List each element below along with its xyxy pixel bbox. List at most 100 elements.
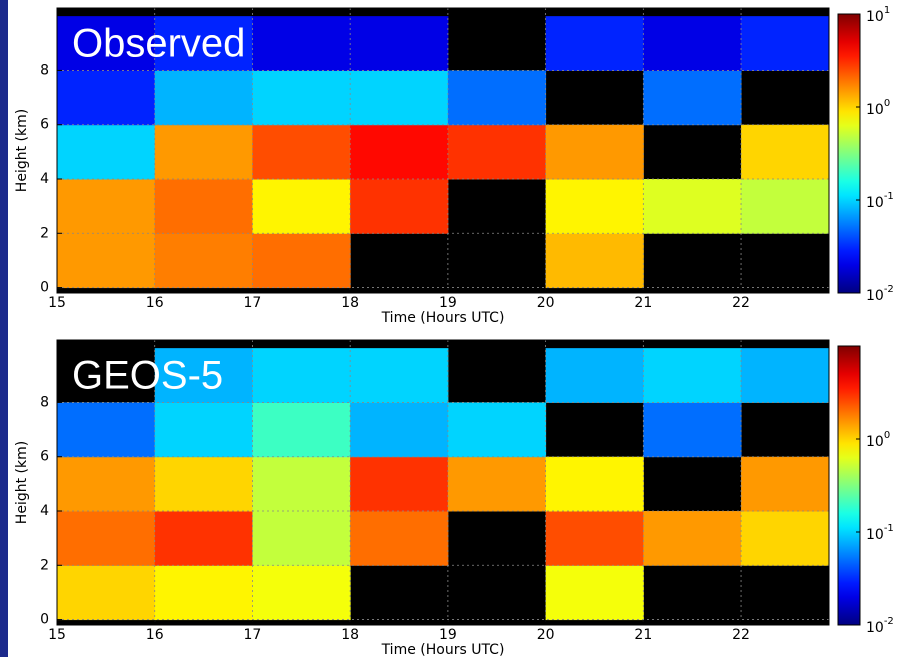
heat-cell <box>350 348 449 403</box>
x-tick-label: 17 <box>244 295 262 311</box>
heat-cell <box>154 16 253 71</box>
heat-cell <box>154 565 253 621</box>
tick-base: 10 <box>866 102 884 118</box>
y-tick-label: 4 <box>40 171 49 187</box>
y-tick-label: 2 <box>40 557 49 573</box>
plot-frame <box>56 339 830 626</box>
colorbar-tick-label: 10-2 <box>866 616 894 636</box>
colorbar-tick-label: 101 <box>866 5 890 25</box>
tick-exponent: 0 <box>884 98 890 109</box>
heat-cell <box>350 456 449 512</box>
heat-cell <box>252 456 351 512</box>
x-tick-label: 20 <box>537 295 555 311</box>
x-tick-label: 15 <box>48 627 66 643</box>
heat-cell <box>252 70 351 126</box>
colorbar-tick-label: 10-1 <box>866 523 894 543</box>
heat-cell <box>643 402 742 458</box>
x-axis-label: Time (Hours UTC) <box>381 310 505 326</box>
heat-cell <box>350 124 449 180</box>
heat-cell <box>57 16 156 71</box>
heat-cell <box>154 402 253 458</box>
colorbar-tick-label: 10-2 <box>866 284 894 304</box>
y-tick-label: 4 <box>40 503 49 519</box>
heat-cell <box>154 233 253 289</box>
x-tick-label: 21 <box>634 295 652 311</box>
tick-exponent: -1 <box>884 191 894 202</box>
heat-cell <box>447 456 547 512</box>
heat-cell <box>447 70 547 126</box>
y-tick-label: 2 <box>40 225 49 241</box>
x-tick-label: 16 <box>146 295 164 311</box>
heat-cell <box>57 456 156 512</box>
plot-area <box>57 8 829 293</box>
y-tick-label: 0 <box>40 280 49 296</box>
heat-cell <box>154 179 253 234</box>
tick-exponent: -2 <box>884 284 894 295</box>
heat-cell <box>545 511 644 566</box>
panel-label: Observed <box>72 22 245 66</box>
plot-frame <box>56 7 830 294</box>
heat-cell <box>252 511 351 566</box>
heat-cell <box>545 565 644 621</box>
tick-exponent: -2 <box>884 616 894 627</box>
heat-cell <box>252 16 351 71</box>
heat-cell <box>57 70 156 126</box>
colorbar <box>837 345 861 626</box>
x-tick-label: 22 <box>732 295 750 311</box>
heat-cell <box>741 124 829 180</box>
tick-base: 10 <box>866 434 884 450</box>
x-tick-label: 18 <box>341 295 359 311</box>
x-tick-label: 19 <box>439 627 457 643</box>
x-tick-label: 20 <box>537 627 555 643</box>
heat-cell <box>643 16 742 71</box>
heat-cell <box>643 511 742 566</box>
heat-cell <box>350 402 449 458</box>
heat-cell <box>350 511 449 566</box>
heat-cell <box>154 70 253 126</box>
heat-cell <box>252 124 351 180</box>
tick-base: 10 <box>866 195 884 211</box>
x-tick-label: 18 <box>341 627 359 643</box>
heat-cell <box>545 348 644 403</box>
heat-cell <box>57 124 156 180</box>
heat-cell <box>741 456 829 512</box>
tick-base: 10 <box>866 527 884 543</box>
heat-cell <box>154 348 253 403</box>
heat-cell <box>545 16 644 71</box>
heat-cell <box>741 16 829 71</box>
y-tick-label: 8 <box>40 394 49 410</box>
heat-cell <box>447 124 547 180</box>
x-tick-label: 21 <box>634 627 652 643</box>
heat-cell <box>252 233 351 289</box>
x-tick-label: 19 <box>439 295 457 311</box>
heat-cell <box>57 402 156 458</box>
y-tick-label: 6 <box>40 449 49 465</box>
tick-base: 10 <box>866 9 884 25</box>
heat-cell <box>154 456 253 512</box>
side-strip <box>0 0 8 657</box>
tick-exponent: -1 <box>884 523 894 534</box>
tick-base: 10 <box>866 620 884 636</box>
heat-cell <box>252 565 351 621</box>
panel-label: GEOS-5 <box>72 354 223 398</box>
heat-cell <box>545 233 644 289</box>
y-tick-label: 6 <box>40 117 49 133</box>
colorbar <box>837 13 861 294</box>
heat-cell <box>545 179 644 234</box>
colorbar-tick-label: 100 <box>866 430 890 450</box>
colorbar-tick-label: 10-1 <box>866 191 894 211</box>
tick-exponent: 1 <box>884 5 890 16</box>
heat-cell <box>741 348 829 403</box>
y-axis-label: Height (km) <box>14 109 30 192</box>
colorbar-tick-label: 100 <box>866 98 890 118</box>
tick-base: 10 <box>866 288 884 304</box>
plot-area <box>57 340 829 625</box>
heat-cell <box>643 348 742 403</box>
heat-cell <box>57 565 156 621</box>
heat-cell <box>57 233 156 289</box>
heat-cell <box>643 179 742 234</box>
x-tick-label: 15 <box>48 295 66 311</box>
heat-cell <box>154 511 253 566</box>
x-tick-label: 22 <box>732 627 750 643</box>
